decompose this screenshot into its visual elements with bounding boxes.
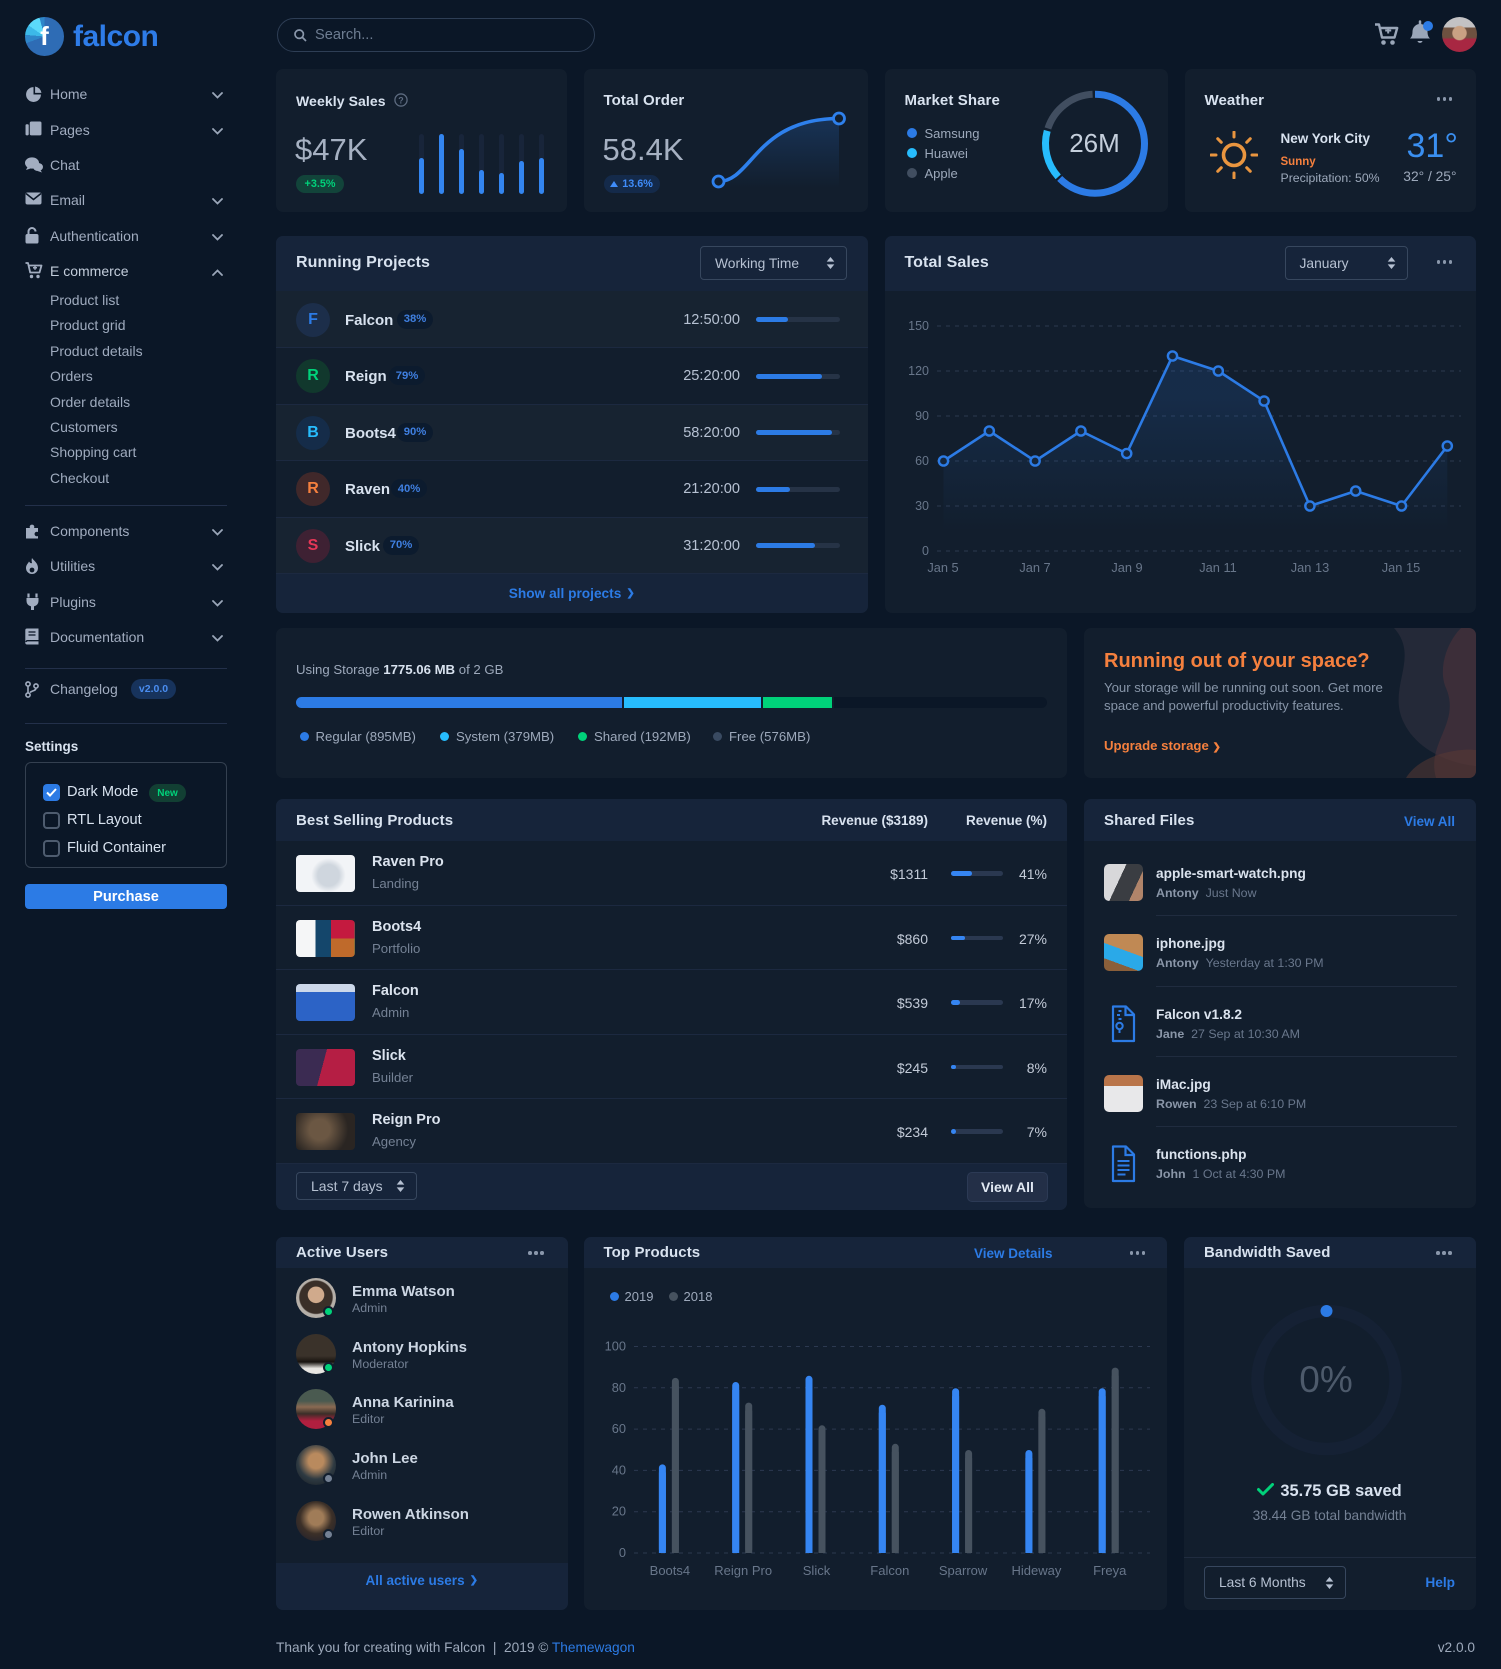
svg-text:80: 80 xyxy=(611,1380,625,1395)
svg-text:100: 100 xyxy=(604,1339,625,1354)
svg-text:60: 60 xyxy=(915,454,929,468)
svg-text:Jan 15: Jan 15 xyxy=(1381,560,1419,575)
svg-text:0: 0 xyxy=(922,544,929,558)
svg-text:Hideway: Hideway xyxy=(1011,1563,1061,1578)
svg-text:Jan 13: Jan 13 xyxy=(1290,560,1328,575)
svg-text:40: 40 xyxy=(611,1462,625,1477)
svg-text:Jan 9: Jan 9 xyxy=(1111,560,1142,575)
svg-text:Reign Pro: Reign Pro xyxy=(714,1563,772,1578)
svg-text:30: 30 xyxy=(915,499,929,513)
svg-text:Slick: Slick xyxy=(802,1563,830,1578)
svg-text:Boots4: Boots4 xyxy=(649,1563,689,1578)
svg-text:Sparrow: Sparrow xyxy=(938,1563,987,1578)
svg-text:Freya: Freya xyxy=(1093,1563,1127,1578)
svg-text:90: 90 xyxy=(915,409,929,423)
svg-text:Jan 5: Jan 5 xyxy=(927,560,958,575)
svg-text:?: ? xyxy=(398,95,403,105)
svg-text:20: 20 xyxy=(611,1504,625,1519)
svg-text:0: 0 xyxy=(618,1545,625,1560)
svg-text:120: 120 xyxy=(908,364,929,378)
svg-text:Falcon: Falcon xyxy=(870,1563,909,1578)
svg-text:Jan 11: Jan 11 xyxy=(1199,560,1236,575)
svg-text:150: 150 xyxy=(908,319,929,333)
svg-text:Jan 7: Jan 7 xyxy=(1019,560,1050,575)
svg-text:60: 60 xyxy=(611,1421,625,1436)
